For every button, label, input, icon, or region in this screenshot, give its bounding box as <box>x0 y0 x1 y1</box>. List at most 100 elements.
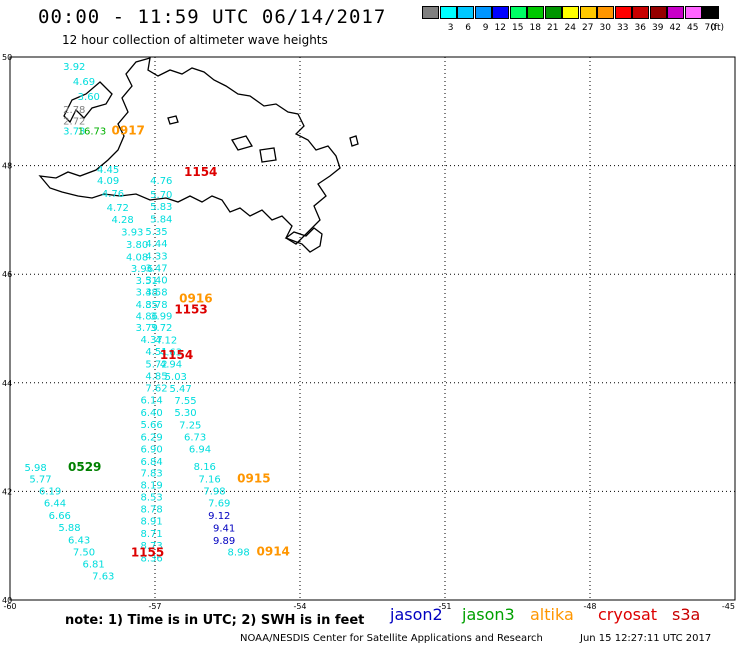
swh-value-label: 3.99 <box>150 311 172 322</box>
pass-time-label: 0917 <box>112 124 145 138</box>
chart-title: 00:00 - 11:59 UTC 06/14/2017 <box>38 6 387 28</box>
pass-time-label: 1154 <box>184 165 217 179</box>
color-swatch <box>597 6 614 19</box>
swh-value-label: 6.73 <box>184 432 206 443</box>
swh-value-label: 4.09 <box>97 176 119 187</box>
swh-value-label: 4.94 <box>160 360 182 371</box>
color-swatch <box>632 6 649 19</box>
swh-value-label: 5.70 <box>150 190 172 201</box>
swh-value-label: 3.47 <box>145 263 167 274</box>
swh-value-label: 3.73 <box>63 127 85 138</box>
latitude-label: 40 <box>2 596 12 605</box>
swh-value-label: 3.80 <box>126 240 148 251</box>
swh-value-label: 8.16 <box>194 462 216 473</box>
latitude-label: 46 <box>2 270 12 279</box>
color-swatch <box>614 6 632 19</box>
swh-value-label: 7.25 <box>179 420 201 431</box>
swh-value-label: 3.78 <box>145 300 167 311</box>
latitude-label: 50 <box>2 53 12 62</box>
note-text: note: 1) Time is in UTC; 2) SWH is in fe… <box>65 613 365 628</box>
swh-value-label: 9.89 <box>213 536 235 547</box>
pass-time-label: 0914 <box>257 544 290 558</box>
legend-item-jason3: jason3 <box>462 605 515 624</box>
island-4 <box>167 115 179 125</box>
legend-item-cryosat: cryosat <box>598 605 658 624</box>
swh-value-label: 5.66 <box>141 420 163 431</box>
swh-value-label: 6.40 <box>141 408 163 419</box>
swh-value-label: 3.40 <box>145 275 167 286</box>
swh-value-label: 4.85 <box>145 372 167 383</box>
pass-time-label: 1155 <box>131 546 164 560</box>
swh-value-label: 5.98 <box>25 463 47 474</box>
island-2 <box>259 147 277 163</box>
color-swatch <box>649 6 667 19</box>
chart-subtitle: 12 hour collection of altimeter wave hei… <box>62 33 328 47</box>
legend-item-s3a: s3a <box>672 605 701 624</box>
color-scale-label: 39 <box>652 23 664 33</box>
swh-value-label: 8.73 <box>141 541 163 552</box>
color-scale-label: 30 <box>599 23 611 33</box>
swh-value-label: 8.98 <box>228 547 250 558</box>
swh-value-label: 3.60 <box>78 92 100 103</box>
color-scale-label: 36 <box>634 23 646 33</box>
swh-value-label: 6.84 <box>141 457 163 468</box>
island-1 <box>231 135 253 151</box>
swh-value-label: 8.91 <box>141 517 163 528</box>
color-swatch <box>509 6 527 19</box>
swh-value-label: 4.63 <box>160 348 182 359</box>
swh-value-label: 5.77 <box>29 475 51 486</box>
color-scale-label: 70 <box>704 23 716 33</box>
swh-value-label: 9.12 <box>208 511 230 522</box>
swh-value-label: 7.69 <box>208 499 230 510</box>
swh-value-label: 5.72 <box>145 360 167 371</box>
source-credit: NOAA/NESDIS Center for Satellite Applica… <box>240 633 543 644</box>
swh-value-label: 6.44 <box>44 499 66 510</box>
swh-value-label: 5.35 <box>145 227 167 238</box>
color-scale-label: 12 <box>494 23 506 33</box>
swh-value-label: 5.03 <box>165 372 187 383</box>
swh-value-label: 4.76 <box>102 189 124 200</box>
swh-value-label: 4.45 <box>97 165 119 176</box>
island-3 <box>349 135 359 147</box>
swh-value-label: 3.72 <box>150 323 172 334</box>
map-frame <box>9 56 736 601</box>
swh-value-label: 4.28 <box>112 215 134 226</box>
swh-value-label: 4.76 <box>150 176 172 187</box>
swh-value-label: 6.43 <box>68 536 90 547</box>
swh-value-label: 3.92 <box>63 62 85 73</box>
generated-timestamp: Jun 15 12:27:11 UTC 2017 <box>580 633 712 644</box>
swh-value-label: 7.50 <box>73 547 95 558</box>
color-swatch <box>702 6 719 19</box>
swh-value-label: 4.85 <box>136 300 158 311</box>
swh-value-label: 5.88 <box>58 523 80 534</box>
color-scale-label: 45 <box>687 23 699 33</box>
longitude-label: -60 <box>3 602 16 611</box>
swh-value-label: 3.48 <box>136 287 158 298</box>
swh-value-label: 8.19 <box>141 481 163 492</box>
color-swatch <box>492 6 509 19</box>
longitude-label: -57 <box>148 602 161 611</box>
color-scale-label: 42 <box>669 23 681 33</box>
swh-value-label: 3.96 <box>131 264 153 275</box>
swh-value-label: 5.84 <box>150 215 172 226</box>
swh-value-label: 8.36 <box>141 553 163 564</box>
swh-value-label: 3.93 <box>121 228 143 239</box>
swh-value-label: 7.55 <box>174 396 196 407</box>
color-scale-label: 3 <box>447 23 454 33</box>
color-swatch <box>422 6 439 19</box>
color-swatch <box>544 6 562 19</box>
pass-time-label: 0529 <box>68 460 101 474</box>
color-swatch <box>439 6 457 19</box>
swh-value-label: 7.98 <box>203 487 225 498</box>
color-scale-units: (ft) <box>710 23 725 33</box>
swh-value-label: 5.47 <box>170 384 192 395</box>
longitude-label: -51 <box>438 602 451 611</box>
swh-value-label: 2.78 <box>63 105 85 116</box>
swh-value-label: 6.90 <box>141 444 163 455</box>
pass-time-label: 0916 <box>179 291 212 305</box>
map-grid <box>9 56 736 601</box>
swh-value-label: 5.83 <box>150 202 172 213</box>
swh-value-label: 2.72 <box>63 116 85 127</box>
latitude-label: 48 <box>2 162 12 171</box>
